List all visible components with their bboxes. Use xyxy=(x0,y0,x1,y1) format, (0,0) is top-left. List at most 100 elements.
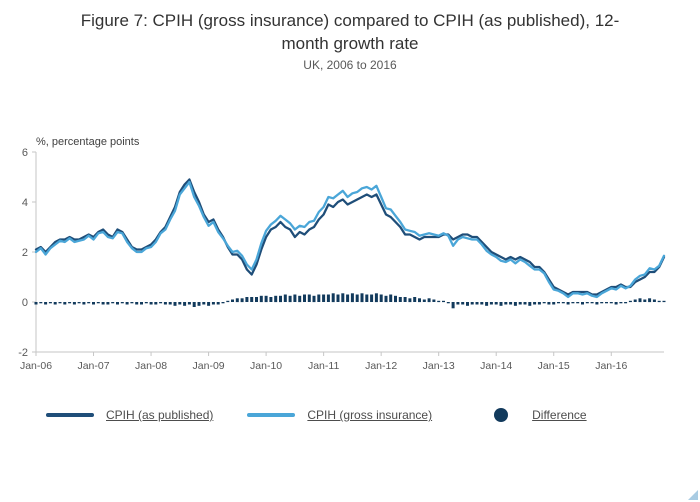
difference-bar xyxy=(413,297,417,302)
difference-bar xyxy=(48,302,52,304)
legend-item-cpih-gross-insurance[interactable]: CPIH (gross insurance) xyxy=(247,408,432,422)
difference-bar xyxy=(442,300,445,303)
x-tick-label: Jan-13 xyxy=(423,360,455,372)
legend-item-cpih-published[interactable]: CPIH (as published) xyxy=(46,408,213,422)
difference-bar xyxy=(547,302,551,305)
difference-bar xyxy=(408,298,412,303)
difference-bar xyxy=(144,302,148,304)
difference-bar xyxy=(557,302,560,304)
difference-bar xyxy=(298,295,302,303)
difference-bar xyxy=(274,295,278,303)
legend-label-difference: Difference xyxy=(532,408,587,422)
difference-bar xyxy=(211,302,215,305)
difference-bar xyxy=(168,302,172,305)
difference-bar xyxy=(130,302,134,304)
gross-insurance-line-swatch-icon xyxy=(247,413,296,417)
difference-bar xyxy=(619,302,623,304)
y-tick-labels: -2 0 2 4 6 xyxy=(18,147,36,359)
difference-bar xyxy=(365,294,369,302)
difference-bar xyxy=(288,295,292,303)
y-tick-label: 4 xyxy=(22,197,28,209)
difference-bar xyxy=(207,302,211,306)
resize-handle-icon[interactable] xyxy=(688,490,698,500)
legend-label-published: CPIH (as published) xyxy=(106,408,214,422)
difference-bar xyxy=(322,294,326,302)
x-tick-label: Jan-15 xyxy=(538,360,570,372)
difference-bar xyxy=(326,294,330,302)
legend-label-gross-insurance: CPIH (gross insurance) xyxy=(307,408,433,422)
y-tick-label: 0 xyxy=(22,297,28,309)
difference-bar xyxy=(149,302,153,305)
x-tick-label: Jan-10 xyxy=(250,360,282,372)
published-line-swatch-icon xyxy=(46,413,94,417)
difference-bar xyxy=(355,294,359,302)
difference-bar xyxy=(197,302,201,306)
difference-bar xyxy=(552,302,556,305)
difference-bar xyxy=(600,302,604,304)
difference-bar xyxy=(255,297,258,302)
difference-bar xyxy=(259,295,263,303)
difference-bar xyxy=(135,302,139,305)
difference-bar xyxy=(437,300,441,303)
difference-bar xyxy=(398,297,402,302)
x-tick-labels: Jan-06 Jan-07 Jan-08 Jan-09 Jan-10 Jan-11 Jan-… xyxy=(20,352,627,372)
x-tick-label: Jan-06 xyxy=(20,360,52,372)
difference-bar xyxy=(235,298,239,303)
difference-bar xyxy=(283,294,287,302)
difference-bar xyxy=(499,302,503,306)
difference-bar xyxy=(216,302,220,305)
difference-bar xyxy=(461,302,465,305)
difference-bar xyxy=(183,302,187,306)
difference-bar xyxy=(394,295,397,303)
y-tick-label: 6 xyxy=(22,147,28,159)
difference-bar xyxy=(350,293,354,303)
difference-bar xyxy=(657,300,661,303)
difference-bar xyxy=(293,294,297,302)
difference-bar xyxy=(571,302,575,304)
difference-bar xyxy=(120,302,124,304)
difference-bar xyxy=(101,302,105,305)
difference-bar xyxy=(504,302,508,305)
difference-bar xyxy=(427,298,431,303)
difference-bar xyxy=(72,302,76,305)
difference-bar xyxy=(595,302,599,305)
difference-bar xyxy=(648,298,652,303)
difference-bar xyxy=(513,302,517,306)
difference-bar xyxy=(116,302,119,305)
difference-bar xyxy=(312,295,316,303)
published-line xyxy=(34,178,666,296)
difference-bar xyxy=(303,294,306,302)
difference-bar xyxy=(331,293,335,303)
difference-bar xyxy=(346,294,350,302)
difference-bar xyxy=(231,299,234,302)
difference-bar xyxy=(432,299,436,302)
difference-bar xyxy=(528,302,532,306)
difference-bar xyxy=(624,302,628,304)
difference-bar xyxy=(389,294,393,302)
difference-bar xyxy=(475,302,479,305)
difference-bar xyxy=(96,302,100,304)
chart-title: Figure 7: CPIH (gross insurance) compare… xyxy=(80,11,620,53)
x-tick-label: Jan-11 xyxy=(308,360,339,372)
chart-subtitle: UK, 2006 to 2016 xyxy=(303,58,397,72)
axes xyxy=(35,152,664,353)
legend: CPIH (as published) CPIH (gross insuranc… xyxy=(46,408,587,422)
difference-bar xyxy=(221,302,225,304)
difference-bar xyxy=(140,302,143,305)
difference-bar xyxy=(269,297,273,302)
difference-bar xyxy=(68,302,72,304)
difference-bar xyxy=(614,302,618,305)
legend-item-difference[interactable]: Difference xyxy=(494,408,587,422)
difference-bar xyxy=(480,302,484,305)
difference-bar xyxy=(581,302,584,305)
difference-bar xyxy=(561,302,565,304)
difference-bar xyxy=(87,302,91,304)
difference-bar xyxy=(360,293,364,303)
difference-bar xyxy=(264,295,268,303)
x-tick-label: Jan-07 xyxy=(77,360,109,372)
difference-bar xyxy=(403,297,407,302)
difference-bar xyxy=(542,302,546,304)
difference-bar xyxy=(178,302,182,305)
x-tick-label: Jan-12 xyxy=(365,360,397,372)
